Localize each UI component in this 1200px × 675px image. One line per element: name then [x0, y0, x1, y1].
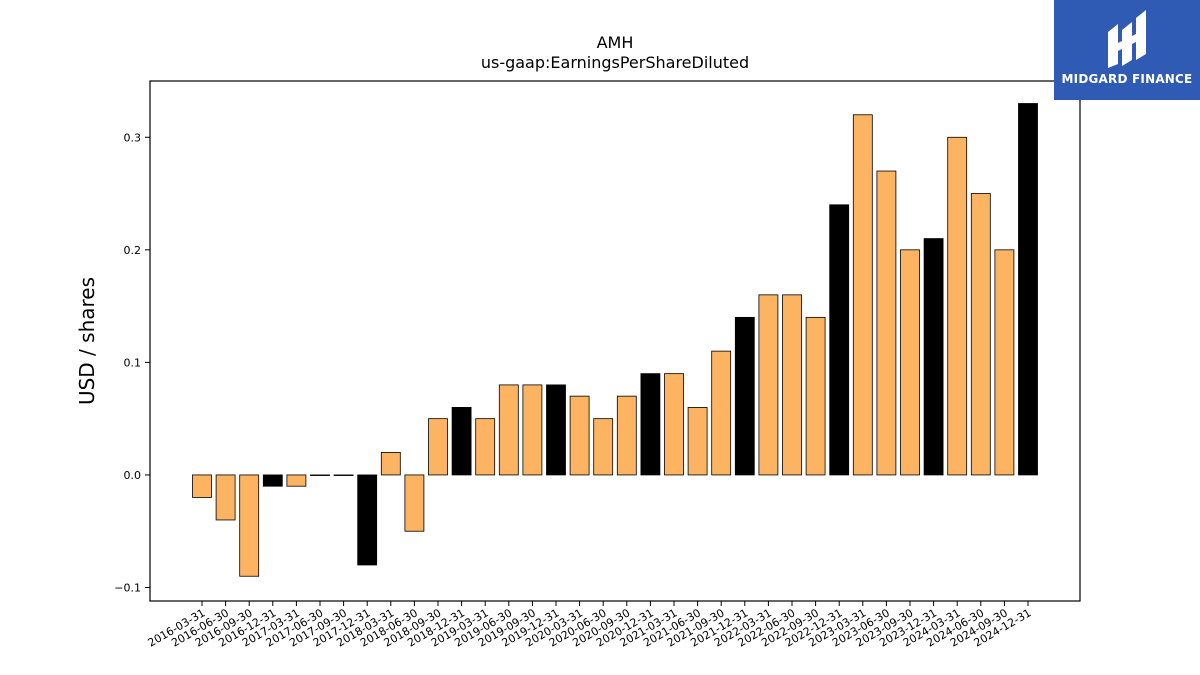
y-tick-label: 0.2: [124, 244, 142, 257]
plot-frame: [149, 80, 1081, 602]
bar-2020-09-30: [616, 395, 637, 476]
bar-2024-09-30: [994, 249, 1015, 476]
bar-2017-12-31: [357, 474, 378, 566]
y-axis-label: USD / shares: [75, 277, 99, 405]
bar-2021-06-30: [687, 407, 708, 476]
y-tick-label: 0.3: [124, 131, 142, 144]
logo-text: MIDGARD FINANCE: [1061, 72, 1193, 86]
bar-2022-06-30: [782, 294, 802, 476]
x-axis-ticks: 2016-03-312016-06-302016-09-302016-12-31…: [146, 601, 1034, 650]
y-tick-label: −0.1: [114, 581, 141, 594]
bar-2023-09-30: [900, 249, 920, 476]
bar-2016-12-31: [262, 474, 283, 487]
bar-2023-06-30: [876, 170, 897, 476]
y-axis-ticks: −0.1 0.0 0.1 0.2 0.3: [114, 131, 150, 594]
bar-2020-06-30: [593, 418, 614, 476]
bar-2017-06-30: [310, 474, 330, 476]
brand-logo: MIDGARD FINANCE: [1054, 0, 1200, 100]
bar-2022-09-30: [805, 316, 826, 476]
bar-2017-09-30: [333, 474, 354, 476]
bar-2021-03-31: [664, 373, 684, 476]
chart-title: AMH: [597, 33, 634, 52]
bars-group: [192, 103, 1038, 577]
bar-2023-03-31: [852, 114, 873, 476]
bar-2024-03-31: [947, 136, 968, 476]
bar-2018-03-31: [380, 452, 401, 476]
bar-2021-09-30: [711, 350, 732, 476]
chart-subtitle: us-gaap:EarningsPerShareDiluted: [481, 53, 749, 72]
y-tick-label: 0.1: [124, 356, 142, 369]
midgard-logo-icon: [1108, 10, 1146, 68]
bar-2016-03-31: [192, 474, 212, 498]
bar-2022-03-31: [758, 294, 779, 476]
bar-2020-03-31: [569, 395, 590, 476]
bar-2020-12-31: [640, 373, 661, 476]
y-tick-label: 0.0: [124, 469, 142, 482]
bar-2019-06-30: [498, 384, 519, 476]
bar-2023-12-31: [923, 238, 944, 476]
bar-2017-03-31: [286, 474, 307, 487]
bar-2018-12-31: [451, 407, 472, 476]
bar-2019-12-31: [546, 384, 566, 476]
bar-2016-09-30: [239, 474, 260, 577]
bar-2022-12-31: [829, 204, 850, 476]
bar-2016-06-30: [215, 474, 236, 521]
bar-2024-12-31: [1018, 103, 1038, 476]
bar-2024-06-30: [970, 193, 991, 476]
bar-2019-09-30: [522, 384, 543, 476]
bar-2018-09-30: [428, 418, 448, 476]
bar-2019-03-31: [475, 418, 496, 476]
bar-2018-06-30: [404, 474, 425, 532]
bar-2021-12-31: [734, 316, 755, 476]
